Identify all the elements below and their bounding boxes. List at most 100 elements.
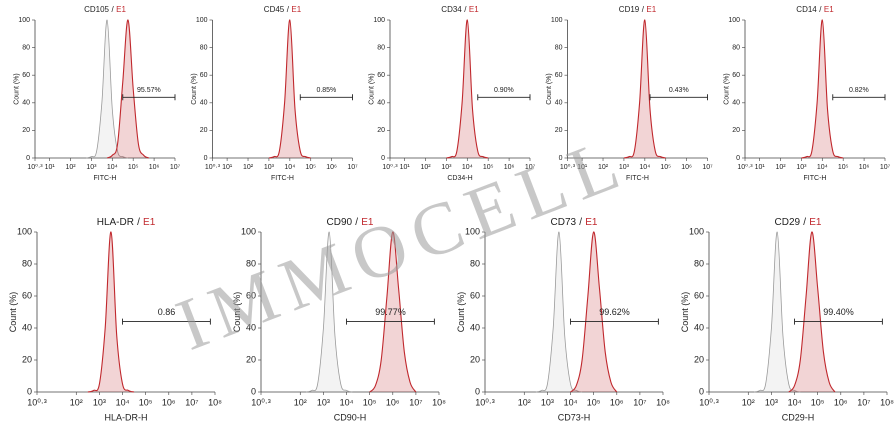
x-tick-label: 10² xyxy=(598,164,609,171)
area-fill xyxy=(623,19,666,159)
x-tick-label: 10⁰·³ xyxy=(475,397,495,407)
title-marker: CD19 xyxy=(619,5,640,14)
x-tick-label: 10³ xyxy=(619,164,630,171)
histogram-line xyxy=(87,231,135,393)
x-tick-label: 10⁴ xyxy=(116,397,130,407)
panel-title: CD29/E1 xyxy=(775,217,822,228)
y-tick-label: 0 xyxy=(27,386,32,396)
area-fill xyxy=(788,231,835,392)
y-tick-label: 0 xyxy=(26,155,30,162)
title-marker: CD45 xyxy=(264,5,285,14)
y-tick-label: 100 xyxy=(18,17,30,24)
title-sample: E1 xyxy=(361,217,374,228)
x-axis-label: FITC-H xyxy=(271,175,294,182)
y-tick-label: 100 xyxy=(728,17,740,24)
x-axis-label: CD34-H xyxy=(447,175,472,182)
x-tick-label: 10⁷ xyxy=(347,164,358,171)
histogram-line xyxy=(305,231,353,393)
y-tick-label: 0 xyxy=(475,386,480,396)
y-tick-label: 60 xyxy=(732,72,740,79)
x-tick-label: 10¹ xyxy=(577,164,588,171)
title-sample: E1 xyxy=(809,217,822,228)
x-axis-label: CD73-H xyxy=(558,412,591,422)
gate-label: 0.43% xyxy=(669,87,689,94)
x-tick-label: 10⁵ xyxy=(660,164,671,171)
y-tick-label: 0 xyxy=(699,386,704,396)
panel: CD14/E1 0 20 40 60 80 100 10⁰·³ 10¹ 10² 10³ 10⁴ 10⁵ 1… xyxy=(724,5,891,182)
x-tick-label: 10⁷ xyxy=(880,164,891,171)
x-tick-label: 10⁴ xyxy=(564,397,578,407)
y-tick-label: 80 xyxy=(694,258,704,268)
y-axis-label: Count (%) xyxy=(724,73,731,105)
title-sample: E1 xyxy=(116,5,126,14)
y-tick-label: 100 xyxy=(373,17,385,24)
x-tick-label: 10³ xyxy=(441,164,452,171)
y-tick-label: 80 xyxy=(732,44,740,51)
title-marker: CD90 xyxy=(327,217,353,228)
gate-label: 99.40% xyxy=(823,307,854,317)
y-tick-label: 60 xyxy=(694,290,704,300)
gate-label: 95.57% xyxy=(137,87,161,94)
x-tick-label: 10⁰·³ xyxy=(27,163,43,171)
x-tick-label: 10⁰·³ xyxy=(699,397,719,407)
y-tick-label: 20 xyxy=(555,127,563,134)
panel: CD45/E1 0 20 40 60 80 100 10⁰·³ 10¹ 10² 10³ 10⁴ 10⁵ 1… xyxy=(191,5,358,182)
title-separator: / xyxy=(819,5,822,14)
x-tick-label: 10⁵ xyxy=(139,397,153,407)
y-tick-label: 100 xyxy=(465,226,480,236)
area-fill xyxy=(570,231,617,392)
x-tick-label: 10⁸ xyxy=(208,397,222,407)
x-tick-label: 10³ xyxy=(264,164,275,171)
x-tick-label: 10³ xyxy=(541,397,554,407)
x-tick-label: 10⁷ xyxy=(170,164,181,171)
title-marker: CD105 xyxy=(84,5,109,14)
x-tick-label: 10⁰·³ xyxy=(27,397,47,407)
title-sample: E1 xyxy=(585,217,598,228)
y-tick-label: 0 xyxy=(559,155,563,162)
y-tick-label: 40 xyxy=(555,100,563,107)
y-tick-label: 40 xyxy=(377,100,385,107)
y-tick-label: 20 xyxy=(694,354,704,364)
x-tick-label: 10⁰·³ xyxy=(737,163,753,171)
area-fill xyxy=(306,231,353,392)
y-tick-label: 20 xyxy=(732,127,740,134)
area-fill xyxy=(107,19,149,159)
y-tick-label: 100 xyxy=(689,226,704,236)
x-axis-label: CD29-H xyxy=(782,412,815,422)
x-tick-label: 10⁶ xyxy=(149,164,160,171)
x-tick-label: 10⁶ xyxy=(386,397,400,407)
y-axis-label: Count (%) xyxy=(680,292,690,333)
x-tick-label: 10¹ xyxy=(755,164,766,171)
y-tick-label: 40 xyxy=(200,100,208,107)
panel-title: CD90/E1 xyxy=(327,217,374,228)
title-sample: E1 xyxy=(143,217,156,228)
x-tick-label: 10² xyxy=(65,164,76,171)
title-separator: / xyxy=(803,217,806,228)
x-tick-label: 10⁴ xyxy=(817,164,828,171)
title-sample: E1 xyxy=(646,5,656,14)
y-tick-label: 80 xyxy=(22,258,32,268)
panel-title: CD73/E1 xyxy=(551,217,598,228)
x-tick-label: 10⁷ xyxy=(633,397,646,407)
x-axis-label: FITC-H xyxy=(626,175,649,182)
panel: CD90/E1 0 20 40 60 80 100 10⁰·³ 10² 10³ 10⁴ 10⁵ 10⁶ 1… xyxy=(232,217,446,423)
area-fill xyxy=(754,231,801,392)
panel: CD105/E1 0 20 40 60 80 100 10⁰·³ 10¹ 10² 10³ 10⁴ 10⁵… xyxy=(14,5,181,182)
x-tick-label: 10² xyxy=(70,397,83,407)
y-tick-label: 40 xyxy=(694,322,704,332)
title-sample: E1 xyxy=(469,5,479,14)
x-tick-label: 10¹ xyxy=(222,164,233,171)
panel: CD19/E1 0 20 40 60 80 100 10⁰·³ 10¹ 10² 10³ 10⁴ 10⁵ 1… xyxy=(546,5,713,182)
y-axis-label: Count (%) xyxy=(369,73,376,105)
title-separator: / xyxy=(137,217,140,228)
title-separator: / xyxy=(287,5,290,14)
x-tick-label: 10⁴ xyxy=(788,397,802,407)
x-tick-label: 10⁵ xyxy=(128,164,139,171)
x-tick-label: 10⁵ xyxy=(305,164,316,171)
x-tick-label: 10³ xyxy=(765,397,778,407)
x-axis-label: FITC-H xyxy=(94,175,117,182)
title-marker: CD14 xyxy=(796,5,817,14)
y-tick-label: 80 xyxy=(200,44,208,51)
y-tick-label: 60 xyxy=(377,72,385,79)
